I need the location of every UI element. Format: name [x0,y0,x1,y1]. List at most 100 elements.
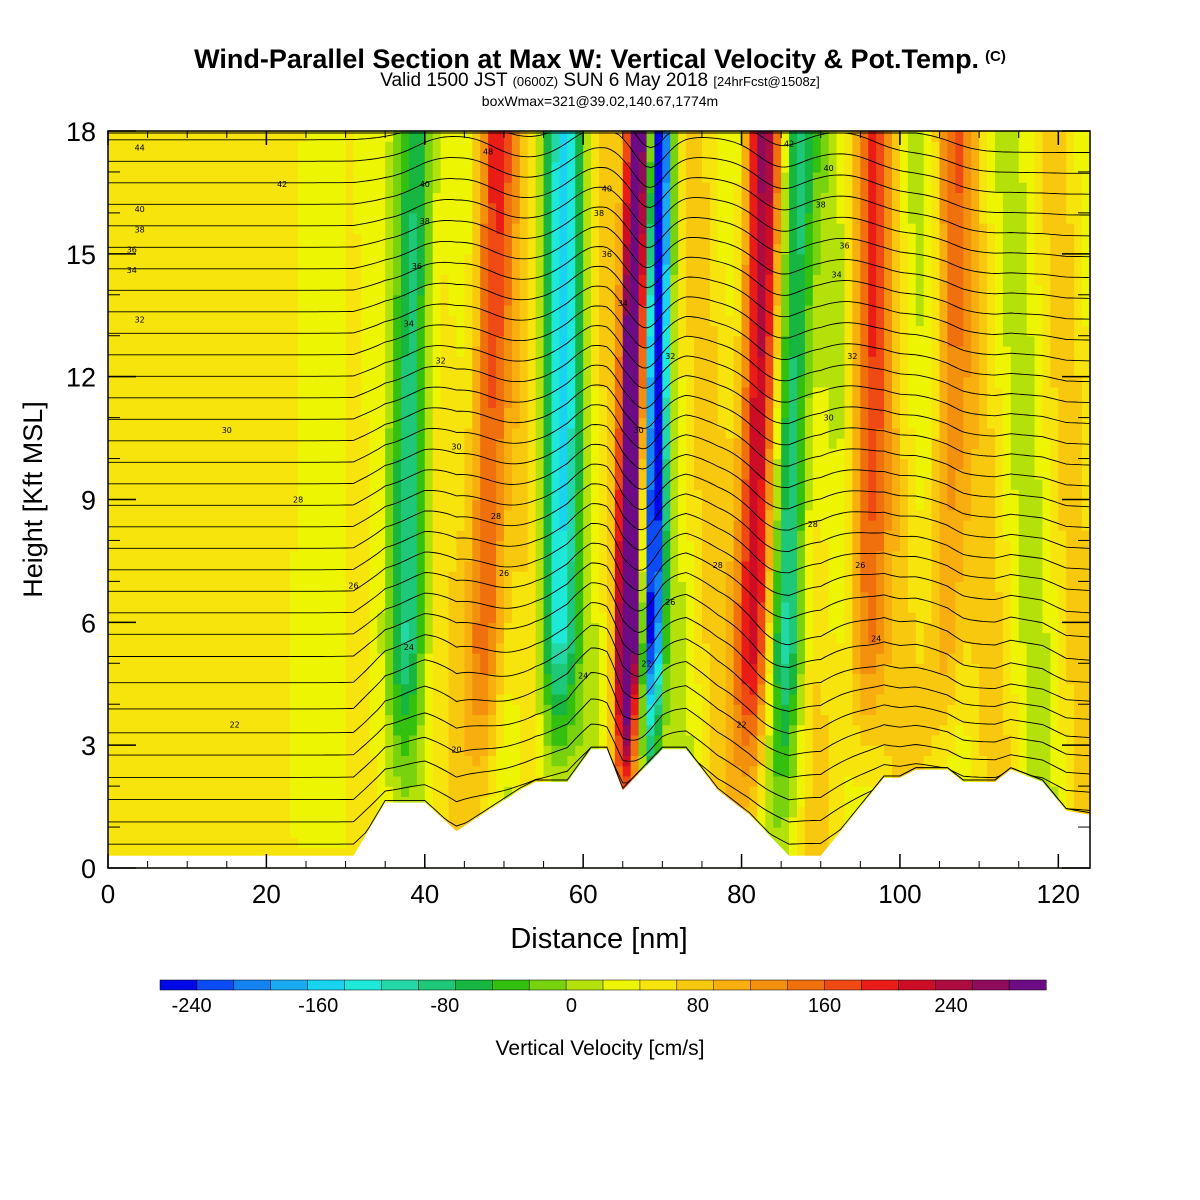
w-cell [511,693,521,705]
w-cell [258,714,267,726]
w-cell [606,212,616,224]
w-cell [123,407,133,419]
w-cell [401,786,410,797]
w-cell [448,519,458,531]
w-cell [258,325,267,337]
w-cell [226,356,236,368]
w-cell [163,581,172,593]
w-cell [298,356,307,368]
w-cell [456,294,465,306]
w-cell [108,479,117,490]
w-cell [242,530,252,542]
w-cell [622,560,632,572]
w-cell [282,591,291,603]
w-cell [638,663,648,675]
w-cell [234,519,244,531]
w-cell [115,571,125,582]
w-cell [329,223,339,234]
w-cell [115,376,125,388]
w-cell [464,468,473,480]
w-cell [321,489,331,501]
w-cell [543,622,553,634]
w-cell [179,458,188,470]
w-cell [385,131,394,142]
w-cell [337,724,347,736]
w-cell [187,827,196,838]
w-cell [385,223,394,234]
w-cell [147,376,157,388]
w-cell [408,714,418,726]
w-cell [464,376,473,388]
w-cell [393,786,402,797]
w-cell [567,509,576,521]
w-cell [488,366,497,378]
w-cell [456,519,465,531]
w-cell [171,683,180,695]
w-cell [131,315,141,327]
w-cell [527,253,537,265]
w-cell [480,212,489,224]
w-cell [266,345,275,357]
w-cell [496,182,505,194]
w-cell [131,182,141,194]
w-cell [543,427,553,439]
w-cell [472,612,481,623]
w-cell [408,151,418,163]
w-cell [472,550,481,562]
w-cell [567,407,576,419]
w-cell [282,509,291,521]
w-cell [108,192,117,204]
w-cell [195,509,204,521]
w-cell [250,233,260,245]
w-cell [472,182,481,194]
w-cell [298,479,307,490]
w-cell [108,581,117,593]
w-cell [139,704,149,716]
w-cell [543,253,553,265]
w-cell [179,171,188,183]
w-cell [638,591,648,603]
w-cell [210,131,220,142]
w-cell [591,386,600,398]
w-cell [147,786,157,797]
w-cell [313,673,323,685]
w-cell [408,438,418,449]
w-cell [488,601,497,613]
w-cell [575,560,584,572]
w-cell [258,560,267,572]
w-cell [108,540,117,552]
w-cell [464,438,473,449]
w-cell [305,714,315,726]
w-cell [234,141,244,153]
w-cell [456,734,465,746]
w-cell [147,407,157,419]
w-cell [179,724,188,736]
w-cell [511,683,521,695]
w-cell [464,335,473,347]
w-cell [171,489,180,501]
w-cell [361,253,370,265]
w-cell [432,571,442,582]
w-cell [218,489,228,501]
w-cell [131,755,141,767]
w-cell [290,663,299,675]
w-cell [638,264,648,275]
w-cell [258,243,267,255]
w-cell [305,734,315,746]
w-cell [503,560,513,572]
w-cell [195,468,204,480]
w-cell [393,131,402,142]
w-cell [408,612,418,623]
w-cell [369,345,378,357]
w-cell [203,509,212,521]
w-cell [503,622,513,634]
w-cell [519,264,529,275]
w-cell [298,223,307,234]
w-cell [361,243,370,255]
w-cell [266,571,275,582]
w-cell [329,519,339,531]
w-cell [163,530,172,542]
w-cell [321,325,331,337]
w-cell [377,223,386,234]
w-cell [440,806,450,818]
